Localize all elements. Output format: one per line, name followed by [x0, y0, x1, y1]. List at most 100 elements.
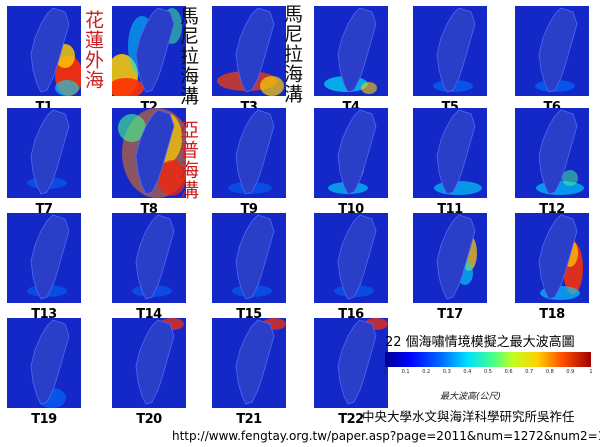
wave-height-region: [118, 114, 146, 142]
taiwan-landmass: [135, 214, 175, 300]
panel-label-t19: T19: [31, 412, 57, 427]
wave-height-map: [314, 6, 388, 96]
wave-height-map: [413, 108, 487, 198]
panel-label-t18: T18: [539, 307, 565, 322]
wave-height-map: [7, 318, 81, 408]
wave-height-map: [112, 213, 186, 303]
taiwan-landmass: [30, 214, 70, 300]
panel-label-t22: T22: [338, 412, 364, 427]
wave-height-region: [158, 160, 186, 196]
simulation-panel-t19: [7, 318, 81, 408]
simulation-panel-t5: [413, 6, 487, 96]
taiwan-landmass: [30, 109, 70, 195]
credit-text: 中央大學水文與海洋科學研究所吳祚任: [362, 409, 575, 424]
source-url[interactable]: http://www.fengtay.org.tw/paper.asp?page…: [172, 429, 600, 443]
wave-height-region: [562, 170, 578, 186]
wave-height-map: [515, 6, 589, 96]
simulation-panel-t8: [112, 108, 186, 198]
colorbar-tick: 0.3: [442, 369, 451, 375]
simulation-panel-t21: [212, 318, 286, 408]
taiwan-landmass: [538, 7, 578, 93]
wave-height-map: [112, 6, 186, 96]
simulation-panel-t10: [314, 108, 388, 198]
simulation-panel-t22: [314, 318, 388, 408]
panel-label-t20: T20: [136, 412, 162, 427]
taiwan-landmass: [135, 319, 175, 405]
taiwan-landmass: [337, 214, 377, 300]
taiwan-landmass: [436, 214, 476, 300]
colorbar-tick: 0.2: [422, 369, 431, 375]
simulation-panel-t6: [515, 6, 589, 96]
taiwan-landmass: [337, 319, 377, 405]
simulation-panel-t20: [112, 318, 186, 408]
figure-caption: 22 個海嘯情境模擬之最大波高圖: [385, 335, 575, 350]
simulation-panel-t17: [413, 213, 487, 303]
annotation-yap: 亞普海溝: [177, 120, 199, 200]
wave-height-region: [434, 181, 482, 195]
wave-height-map: [212, 6, 286, 96]
taiwan-landmass: [337, 109, 377, 195]
colorbar-tick: 0.7: [525, 369, 534, 375]
simulation-panel-t4: [314, 6, 388, 96]
simulation-panel-t11: [413, 108, 487, 198]
annotation-hualien: 花蓮外海: [82, 10, 104, 90]
wave-height-map: [515, 108, 589, 198]
annotation-manila-2: 馬尼拉海溝: [281, 4, 303, 104]
wave-height-map: [314, 213, 388, 303]
taiwan-landmass: [30, 319, 70, 405]
colorbar-tick: 0.4: [463, 369, 472, 375]
wave-height-region: [55, 80, 79, 96]
simulation-panel-t2: [112, 6, 186, 96]
simulation-panel-t9: [212, 108, 286, 198]
taiwan-landmass: [135, 109, 175, 195]
taiwan-landmass: [30, 7, 70, 93]
wave-height-map: [314, 108, 388, 198]
wave-height-map: [314, 318, 388, 408]
wave-height-map: [112, 318, 186, 408]
wave-height-map: [212, 318, 286, 408]
taiwan-landmass: [538, 109, 578, 195]
colorbar: [385, 352, 591, 367]
wave-height-map: [413, 213, 487, 303]
wave-height-map: [7, 6, 81, 96]
wave-height-region: [536, 181, 584, 195]
taiwan-landmass: [337, 7, 377, 93]
taiwan-landmass: [436, 7, 476, 93]
wave-height-region: [260, 76, 284, 96]
colorbar-tick: 0.1: [401, 369, 410, 375]
wave-height-map: [212, 108, 286, 198]
simulation-panel-t18: [515, 213, 589, 303]
wave-height-region: [361, 82, 377, 94]
panel-label-t17: T17: [437, 307, 463, 322]
colorbar-tick: 0.5: [484, 369, 492, 375]
wave-height-map: [212, 213, 286, 303]
colorbar-tick: 1: [589, 369, 593, 375]
simulation-panel-t1: [7, 6, 81, 96]
colorbar-ticks: 0 0.1 0.2 0.3 0.4 0.5 0.6 0.7 0.8 0.9 1: [383, 369, 593, 377]
simulation-panel-t13: [7, 213, 81, 303]
simulation-panel-t15: [212, 213, 286, 303]
annotation-manila-1: 馬尼拉海溝: [177, 6, 199, 106]
taiwan-landmass: [235, 7, 275, 93]
taiwan-landmass: [235, 214, 275, 300]
colorbar-tick: 0.9: [566, 369, 575, 375]
simulation-panel-t3: [212, 6, 286, 96]
wave-height-map: [112, 108, 186, 198]
simulation-panel-t14: [112, 213, 186, 303]
taiwan-landmass: [436, 109, 476, 195]
wave-height-map: [515, 213, 589, 303]
wave-height-map: [7, 213, 81, 303]
taiwan-landmass: [538, 214, 578, 300]
wave-height-region: [112, 78, 144, 96]
taiwan-landmass: [135, 7, 175, 93]
colorbar-label: 最大波高(公尺): [440, 392, 502, 402]
wave-height-map: [7, 108, 81, 198]
simulation-panel-t7: [7, 108, 81, 198]
taiwan-landmass: [235, 109, 275, 195]
taiwan-landmass: [235, 319, 275, 405]
wave-height-map: [413, 6, 487, 96]
simulation-panel-t12: [515, 108, 589, 198]
simulation-panel-t16: [314, 213, 388, 303]
panel-label-t21: T21: [236, 412, 262, 427]
colorbar-tick: 0: [383, 369, 387, 375]
